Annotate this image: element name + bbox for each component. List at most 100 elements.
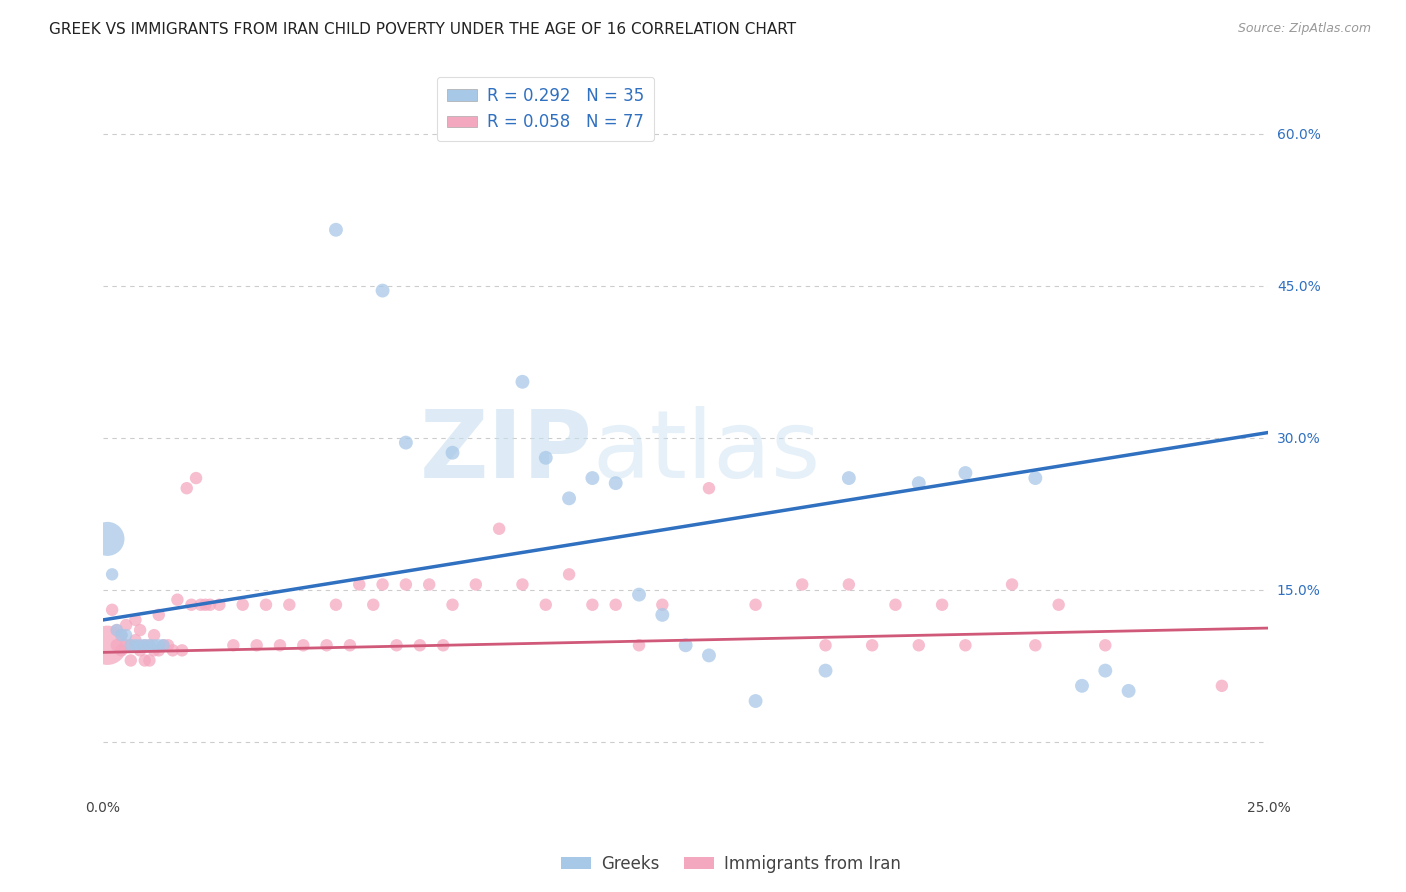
Point — [1118, 684, 1140, 698]
Point — [138, 638, 160, 652]
Point — [395, 435, 418, 450]
Point — [124, 633, 146, 648]
Point — [884, 598, 907, 612]
Point — [124, 613, 146, 627]
Point — [512, 577, 534, 591]
Point — [120, 638, 142, 652]
Point — [385, 638, 408, 652]
Point — [129, 638, 152, 652]
Point — [129, 623, 152, 637]
Point — [605, 598, 627, 612]
Point — [349, 577, 371, 591]
Text: GREEK VS IMMIGRANTS FROM IRAN CHILD POVERTY UNDER THE AGE OF 16 CORRELATION CHAR: GREEK VS IMMIGRANTS FROM IRAN CHILD POVE… — [49, 22, 796, 37]
Point — [1001, 577, 1024, 591]
Point — [697, 481, 720, 495]
Point — [278, 598, 301, 612]
Point — [361, 598, 384, 612]
Point — [860, 638, 883, 652]
Point — [675, 638, 697, 652]
Point — [371, 284, 394, 298]
Point — [152, 638, 174, 652]
Point — [148, 607, 170, 622]
Point — [110, 628, 132, 642]
Point — [120, 653, 142, 667]
Point — [148, 643, 170, 657]
Text: Source: ZipAtlas.com: Source: ZipAtlas.com — [1237, 22, 1371, 36]
Point — [101, 603, 124, 617]
Point — [512, 375, 534, 389]
Point — [176, 481, 198, 495]
Point — [120, 638, 142, 652]
Point — [814, 638, 837, 652]
Point — [605, 476, 627, 491]
Point — [170, 643, 193, 657]
Point — [409, 638, 432, 652]
Point — [315, 638, 337, 652]
Point — [627, 638, 650, 652]
Point — [96, 532, 118, 546]
Point — [558, 491, 581, 506]
Point — [697, 648, 720, 663]
Point — [269, 638, 291, 652]
Point — [115, 638, 138, 652]
Point — [110, 628, 132, 642]
Text: ZIP: ZIP — [419, 406, 592, 498]
Point — [907, 638, 929, 652]
Point — [651, 598, 673, 612]
Point — [534, 450, 557, 465]
Point — [418, 577, 440, 591]
Point — [1024, 471, 1046, 485]
Point — [162, 643, 184, 657]
Point — [1047, 598, 1070, 612]
Point — [184, 471, 207, 485]
Point — [166, 592, 188, 607]
Point — [432, 638, 454, 652]
Point — [581, 471, 603, 485]
Point — [955, 638, 977, 652]
Point — [395, 577, 418, 591]
Point — [814, 664, 837, 678]
Point — [464, 577, 486, 591]
Point — [134, 638, 156, 652]
Point — [115, 618, 138, 632]
Text: atlas: atlas — [592, 406, 821, 498]
Point — [581, 598, 603, 612]
Point — [124, 638, 146, 652]
Point — [792, 577, 814, 591]
Point — [744, 598, 766, 612]
Point — [180, 598, 202, 612]
Point — [134, 653, 156, 667]
Point — [441, 598, 464, 612]
Point — [129, 643, 152, 657]
Point — [838, 577, 860, 591]
Point — [157, 638, 180, 652]
Point — [138, 638, 160, 652]
Point — [152, 638, 174, 652]
Legend: R = 0.292   N = 35, R = 0.058   N = 77: R = 0.292 N = 35, R = 0.058 N = 77 — [437, 77, 654, 141]
Point — [232, 598, 254, 612]
Point — [148, 638, 170, 652]
Point — [325, 598, 347, 612]
Point — [105, 623, 128, 637]
Point — [1024, 638, 1046, 652]
Point — [627, 588, 650, 602]
Point — [96, 638, 118, 652]
Point — [110, 643, 132, 657]
Point — [105, 623, 128, 637]
Point — [101, 567, 124, 582]
Point — [1211, 679, 1233, 693]
Point — [1094, 664, 1116, 678]
Point — [488, 522, 510, 536]
Point — [198, 598, 221, 612]
Point — [325, 223, 347, 237]
Point — [194, 598, 217, 612]
Point — [651, 607, 673, 622]
Point — [115, 628, 138, 642]
Point — [254, 598, 277, 612]
Point — [190, 598, 212, 612]
Point — [371, 577, 394, 591]
Point — [222, 638, 245, 652]
Point — [143, 638, 166, 652]
Point — [744, 694, 766, 708]
Point — [931, 598, 953, 612]
